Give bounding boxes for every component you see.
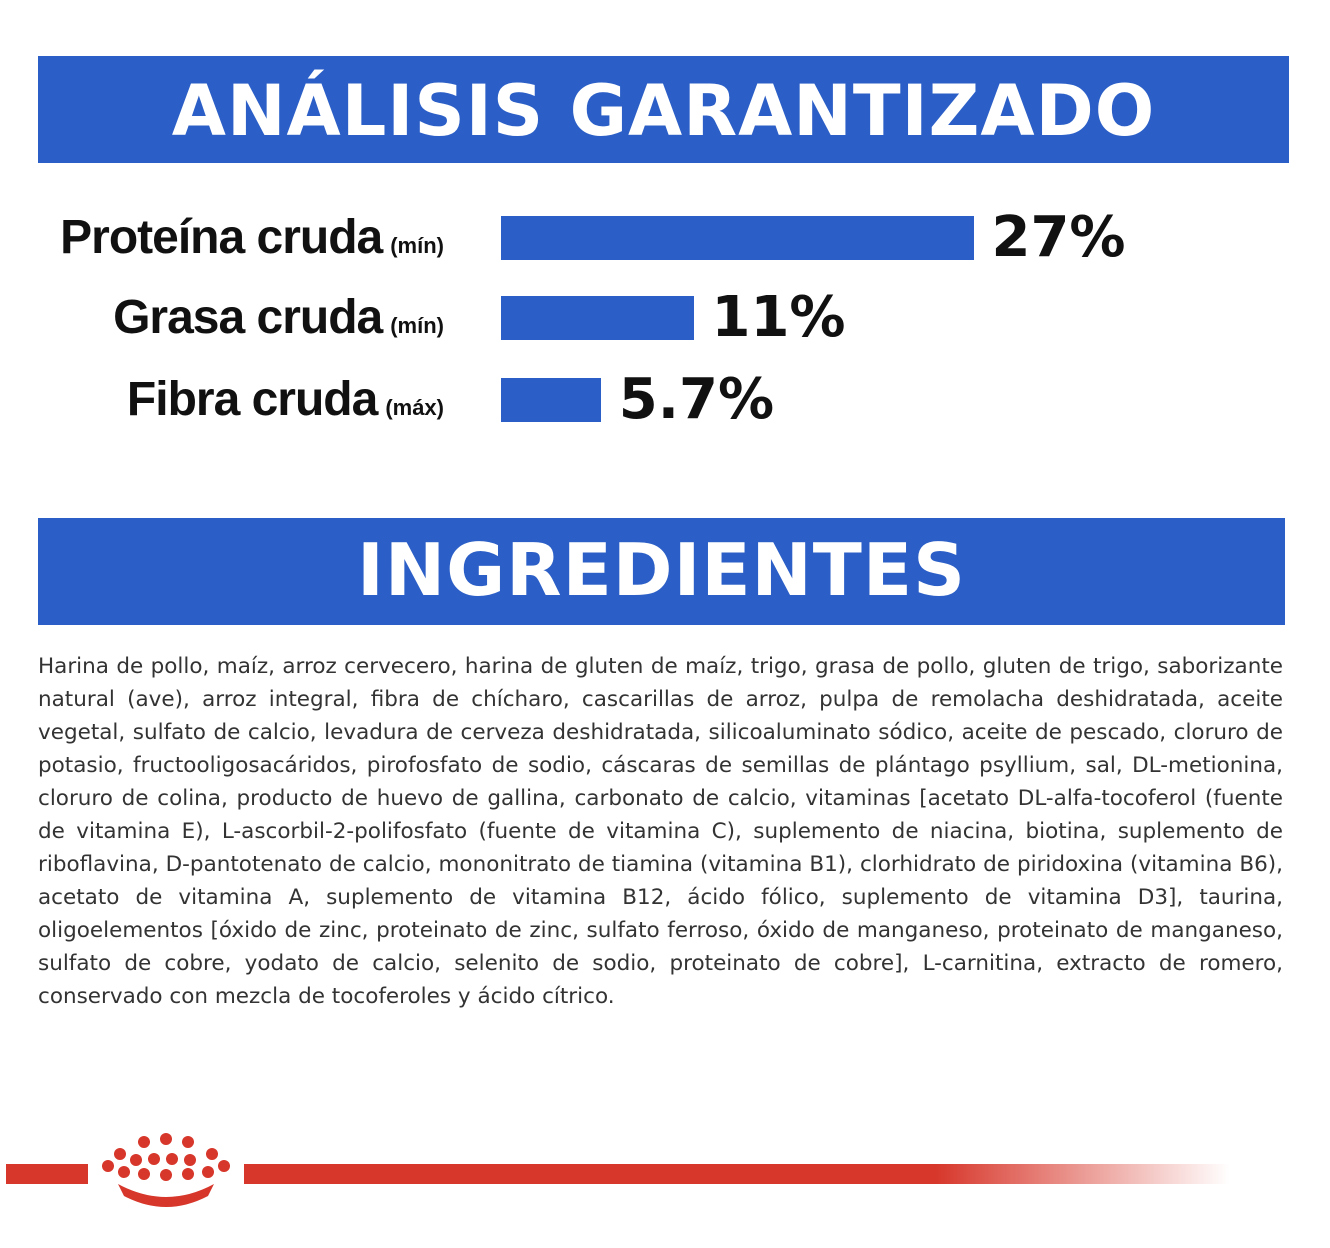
bar (501, 378, 601, 422)
category-qualifier: (máx) (385, 395, 444, 420)
bar (501, 296, 694, 340)
data-label: 11% (711, 285, 846, 350)
category-label: Grasa cruda (mín) (113, 288, 444, 348)
footer-rule-right (244, 1164, 1230, 1184)
analysis-heading: ANÁLISIS GARANTIZADO (171, 70, 1156, 152)
category-name: Fibra cruda (126, 373, 378, 426)
category-name: Proteína cruda (60, 211, 383, 264)
crown-icon (102, 1133, 230, 1207)
footer-rule-left (6, 1164, 88, 1184)
ingredients-heading-banner: INGREDIENTES (38, 518, 1285, 625)
category-qualifier: (mín) (390, 233, 444, 258)
ingredients-heading: INGREDIENTES (357, 528, 966, 612)
analysis-heading-banner: ANÁLISIS GARANTIZADO (38, 56, 1289, 163)
chart-row: Grasa cruda (mín) 11% (0, 288, 1330, 348)
category-name: Grasa cruda (113, 291, 383, 344)
category-label: Fibra cruda (máx) (127, 370, 444, 430)
data-label: 5.7% (618, 367, 775, 432)
ingredients-list: Harina de pollo, maíz, arroz cervecero, … (38, 654, 1283, 1009)
data-label: 27% (991, 205, 1126, 270)
bar (501, 216, 974, 260)
chart-row: Fibra cruda (máx) 5.7% (0, 370, 1330, 430)
category-qualifier: (mín) (390, 313, 444, 338)
chart-row: Proteína cruda (mín) 27% (0, 208, 1330, 268)
category-label: Proteína cruda (mín) (60, 208, 444, 268)
